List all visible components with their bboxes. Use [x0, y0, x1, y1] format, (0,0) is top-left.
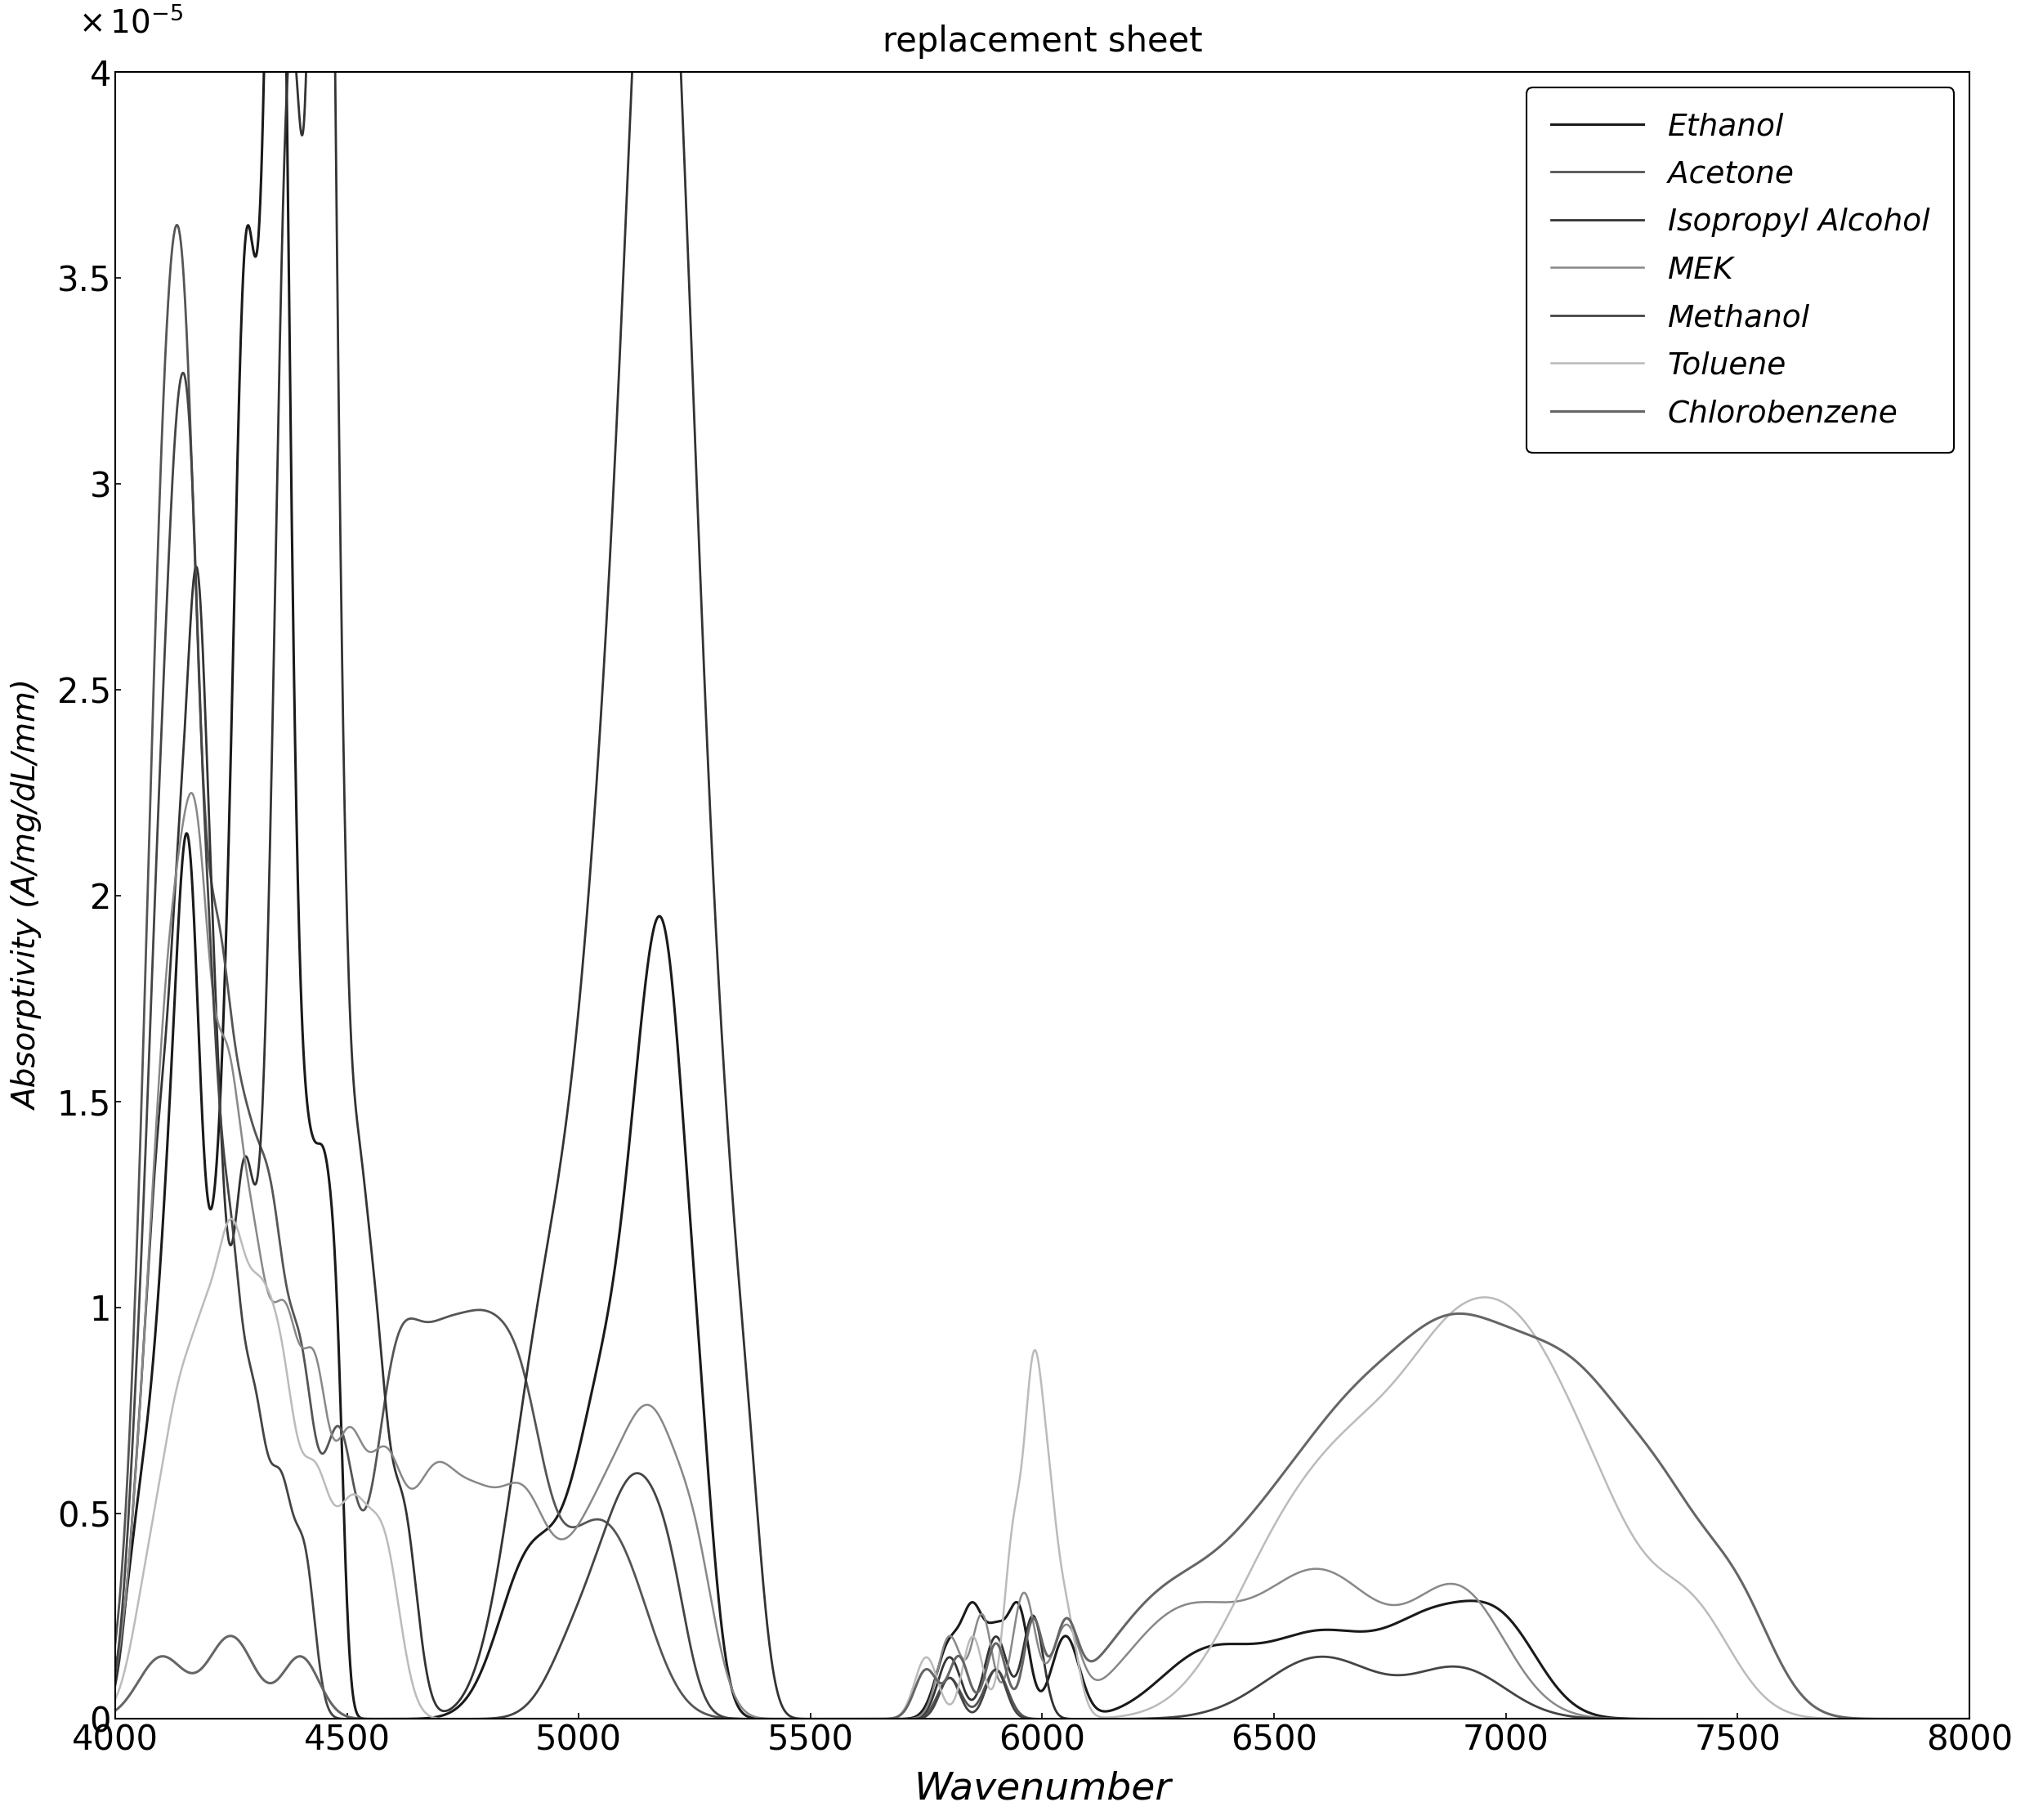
- Isopropyl Alcohol: [897, 1707, 921, 1729]
- Text: $\times\,10^{-5}$: $\times\,10^{-5}$: [79, 7, 182, 40]
- Acetone: [1958, 1709, 1982, 1731]
- Isopropyl Alcohol: [883, 1709, 907, 1731]
- MEK: [103, 1663, 128, 1685]
- Chlorobenzene: [103, 1700, 128, 1722]
- Line: Toluene: Toluene: [115, 1219, 1970, 1720]
- Legend: Ethanol, Acetone, Isopropyl Alcohol, MEK, Methanol, Toluene, Chlorobenzene: Ethanol, Acetone, Isopropyl Alcohol, MEK…: [1527, 87, 1954, 453]
- MEK: [984, 1663, 1008, 1685]
- Acetone: [1808, 1709, 1833, 1731]
- Isopropyl Alcohol: [984, 1625, 1008, 1647]
- Toluene: [1901, 1709, 1926, 1731]
- Isopropyl Alcohol: [103, 1674, 128, 1696]
- Acetone: [883, 1709, 907, 1731]
- Line: Acetone: Acetone: [115, 226, 1970, 1720]
- Methanol: [897, 1709, 921, 1731]
- Ethanol: [1901, 1709, 1926, 1731]
- Isopropyl Alcohol: [1901, 1709, 1926, 1731]
- Isopropyl Alcohol: [1450, 1709, 1474, 1731]
- Chlorobenzene: [1958, 1709, 1982, 1731]
- Ethanol: [1958, 1709, 1982, 1731]
- Toluene: [1958, 1709, 1982, 1731]
- Methanol: [984, 1658, 1008, 1680]
- Acetone: [164, 215, 188, 237]
- MEK: [897, 1707, 921, 1729]
- Y-axis label: Absorptivity (A/mg/dL/mm): Absorptivity (A/mg/dL/mm): [12, 681, 43, 1110]
- Chlorobenzene: [1448, 1303, 1472, 1325]
- Acetone: [103, 1633, 128, 1654]
- Ethanol: [1808, 1709, 1833, 1731]
- Toluene: [897, 1685, 921, 1707]
- Methanol: [1450, 1656, 1474, 1678]
- Line: Isopropyl Alcohol: Isopropyl Alcohol: [115, 0, 1970, 1720]
- Ethanol: [103, 1660, 128, 1682]
- Ethanol: [897, 1707, 921, 1729]
- Toluene: [219, 1208, 243, 1230]
- Toluene: [883, 1707, 907, 1729]
- X-axis label: Wavenumber: Wavenumber: [913, 1771, 1170, 1807]
- Line: MEK: MEK: [115, 794, 1970, 1720]
- Toluene: [1450, 1292, 1474, 1314]
- Chlorobenzene: [504, 1709, 529, 1731]
- Acetone: [897, 1707, 921, 1729]
- Methanol: [170, 362, 194, 384]
- Chlorobenzene: [984, 1633, 1008, 1654]
- Ethanol: [1450, 1591, 1474, 1613]
- MEK: [1901, 1709, 1926, 1731]
- Acetone: [984, 1658, 1008, 1680]
- MEK: [178, 783, 202, 804]
- Isopropyl Alcohol: [1958, 1709, 1982, 1731]
- Chlorobenzene: [1808, 1700, 1833, 1722]
- Line: Chlorobenzene: Chlorobenzene: [115, 1314, 1970, 1720]
- Ethanol: [984, 1611, 1008, 1633]
- Line: Methanol: Methanol: [115, 373, 1970, 1720]
- Line: Ethanol: Ethanol: [115, 0, 1970, 1720]
- Methanol: [1808, 1709, 1833, 1731]
- Acetone: [1450, 1709, 1474, 1731]
- Title: replacement sheet: replacement sheet: [883, 25, 1203, 58]
- MEK: [1450, 1576, 1474, 1598]
- Ethanol: [883, 1709, 907, 1731]
- Methanol: [1958, 1709, 1982, 1731]
- Methanol: [103, 1663, 128, 1685]
- Toluene: [984, 1660, 1008, 1682]
- MEK: [1808, 1709, 1833, 1731]
- Isopropyl Alcohol: [1808, 1709, 1833, 1731]
- MEK: [883, 1709, 907, 1731]
- MEK: [1958, 1709, 1982, 1731]
- Acetone: [1901, 1709, 1926, 1731]
- Methanol: [1901, 1709, 1926, 1731]
- Toluene: [575, 1709, 599, 1731]
- Methanol: [883, 1709, 907, 1731]
- Chlorobenzene: [883, 1707, 907, 1729]
- Toluene: [1808, 1707, 1833, 1729]
- Toluene: [103, 1689, 128, 1711]
- Chlorobenzene: [1450, 1303, 1474, 1325]
- Chlorobenzene: [897, 1691, 921, 1713]
- Chlorobenzene: [1901, 1709, 1926, 1731]
